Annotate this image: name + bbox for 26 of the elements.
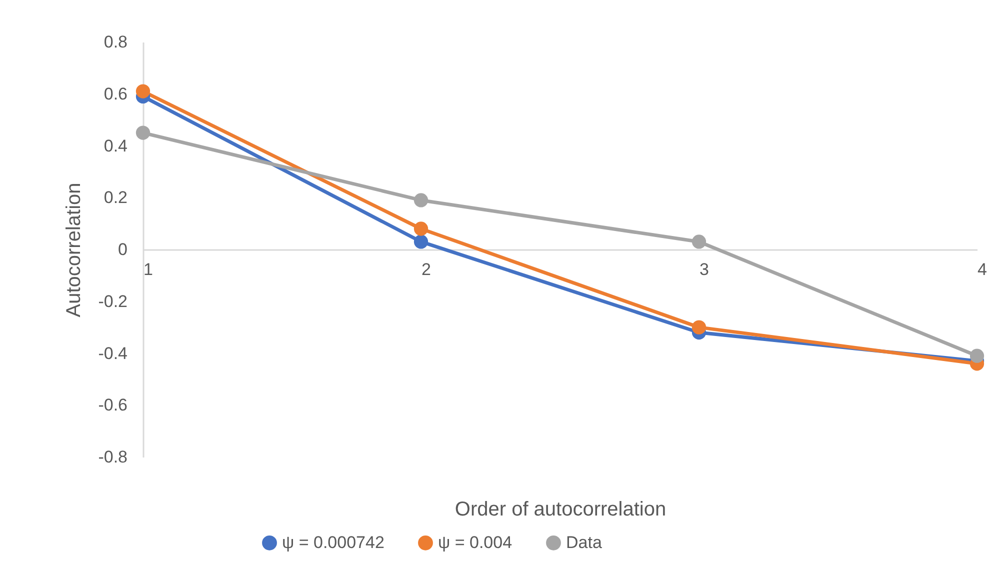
x-tick-label: 3	[700, 260, 709, 279]
legend-label: Data	[566, 532, 602, 552]
x-tick-label: 4	[978, 260, 987, 279]
y-tick-label: -0.8	[98, 448, 128, 466]
x-tick-label: 1	[144, 260, 153, 279]
point	[970, 348, 984, 363]
point	[692, 234, 706, 249]
point	[414, 193, 428, 208]
y-tick-label: 0.8	[104, 32, 128, 52]
point	[414, 234, 428, 249]
point	[136, 84, 150, 98]
point	[414, 222, 428, 236]
y-tick-label: 0.2	[104, 188, 128, 208]
point	[692, 320, 706, 334]
y-tick-label: 0.4	[104, 136, 128, 156]
x-axis-title: Order of autocorrelation	[454, 498, 666, 520]
y-tick-label: 0.6	[104, 84, 128, 104]
legend-label: ψ = 0.004	[438, 532, 512, 552]
y-tick-label: -0.4	[98, 344, 128, 363]
x-tick-label: 2	[422, 260, 431, 279]
legend-label: ψ = 0.000742	[282, 532, 384, 552]
point	[136, 126, 150, 140]
y-tick-label: -0.2	[98, 292, 128, 311]
y-axis-title: Autocorrelation	[63, 182, 86, 318]
y-tick-label: 0	[118, 240, 128, 259]
y-tick-label: -0.6	[98, 396, 128, 415]
